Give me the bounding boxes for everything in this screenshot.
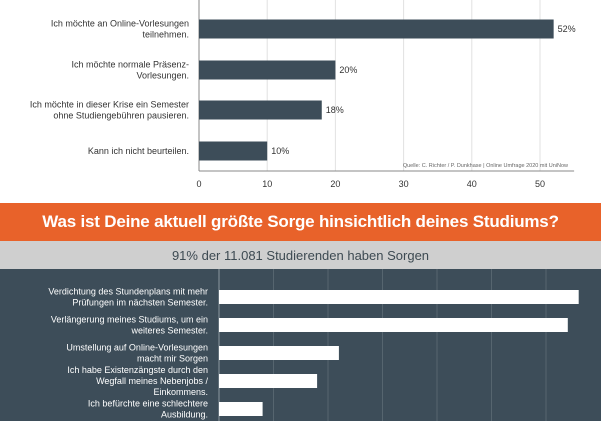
category-label-line: ohne Studiengebühren pausieren. — [53, 111, 189, 121]
x-tick-label: 10 — [262, 179, 272, 189]
category-label-line: Ich möchte an Online-Vorlesungen — [51, 19, 189, 29]
category-label: Verlängerung meines Studiums, um ein weit… — [51, 315, 208, 336]
category-label: Ich möchte in dieser Krise ein Semester o… — [30, 100, 189, 121]
x-tick-label: 30 — [399, 179, 409, 189]
category-label-line: Wegfall meines Nebenjobs / — [96, 376, 208, 386]
category-label: Umstellung auf Online-Vorlesungen macht m… — [66, 343, 208, 364]
value-label: 10% — [271, 146, 289, 156]
category-label-line: teilnehmen. — [142, 30, 189, 40]
category-label-line: Ausbildung. — [161, 410, 208, 420]
category-label-line: Prüfungen im nächsten Semester. — [72, 298, 208, 308]
category-label-line: Vorlesungen. — [136, 71, 189, 81]
category-label: Ich möchte an Online-Vorlesungen teilnehm… — [51, 19, 189, 40]
value-label: 18% — [326, 105, 344, 115]
category-label-line: Kann ich nicht beurteilen. — [88, 146, 189, 156]
bar — [219, 290, 579, 304]
chart-headline: Was ist Deine aktuell größte Sorge hinsi… — [0, 203, 601, 241]
bar — [219, 318, 568, 332]
bar — [199, 60, 336, 80]
x-tick-label: 0 — [196, 179, 201, 189]
category-label-line: weiteres Semester. — [130, 326, 208, 336]
chart-subheader: 91% der 11.081 Studierenden haben Sorgen — [0, 241, 601, 269]
x-tick-label: 20 — [330, 179, 340, 189]
category-label: Ich möchte normale Präsenz-Vorlesungen. — [71, 60, 189, 81]
bar — [199, 100, 322, 120]
category-label-line: Ich befürchte eine schlechtere — [88, 399, 208, 409]
category-label-line: Ich möchte in dieser Krise ein Semester — [30, 100, 189, 110]
top-chart: 52% Ich möchte an Online-Vorlesungen teiln… — [0, 0, 601, 200]
category-label: Ich befürchte eine schlechtere Ausbildung… — [88, 399, 208, 420]
category-label: Ich habe Existenzängste durch den Wegfall… — [67, 365, 208, 397]
top-chart-svg: 52% Ich möchte an Online-Vorlesungen teiln… — [30, 0, 576, 189]
value-label: 52% — [558, 24, 576, 34]
bottom-chart-svg: Verdichtung des Stundenplans mit mehr Prü… — [48, 269, 579, 421]
source-note: Quelle: C. Richter / P. Dunkhase | Onlin… — [403, 163, 568, 169]
category-label-line: macht mir Sorgen — [137, 354, 208, 364]
bar — [199, 141, 268, 161]
bar — [219, 374, 318, 388]
chart-title: Was ist Deine aktuell größte Sorge hinsi… — [42, 212, 559, 231]
x-tick-label: 50 — [535, 179, 545, 189]
bottom-chart: Verdichtung des Stundenplans mit mehr Prü… — [0, 269, 601, 421]
x-tick-label: 40 — [467, 179, 477, 189]
category-label-line: Umstellung auf Online-Vorlesungen — [66, 343, 208, 353]
category-label-line: Verdichtung des Stundenplans mit mehr — [48, 287, 208, 297]
category-label: Verdichtung des Stundenplans mit mehr Prü… — [48, 287, 208, 308]
bar — [219, 402, 263, 416]
value-label: 20% — [339, 65, 357, 75]
category-label-line: Verlängerung meines Studiums, um ein — [51, 315, 208, 325]
category-label-line: Ich habe Existenzängste durch den — [67, 365, 208, 375]
bar — [219, 346, 339, 360]
category-label-line: Einkommens. — [153, 387, 208, 397]
bar — [199, 19, 554, 39]
chart-subtitle: 91% der 11.081 Studierenden haben Sorgen — [171, 247, 430, 263]
category-label: Kann ich nicht beurteilen. — [88, 146, 189, 156]
category-label-line: Ich möchte normale Präsenz- — [71, 60, 189, 70]
